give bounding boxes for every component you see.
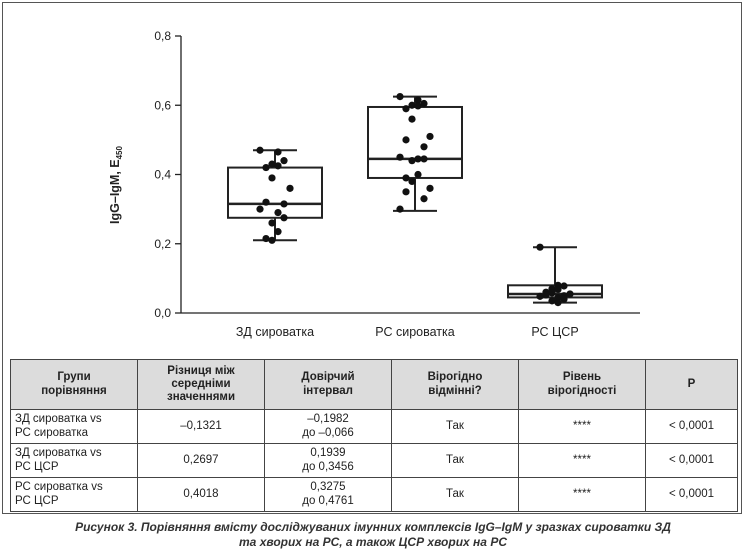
cell-p-value: < 0,0001 bbox=[645, 409, 738, 444]
data-point bbox=[268, 219, 276, 227]
data-point bbox=[262, 234, 270, 243]
cell-p-value: < 0,0001 bbox=[645, 477, 738, 512]
data-point bbox=[420, 99, 428, 108]
header-p-value: P bbox=[645, 359, 738, 410]
data-point bbox=[554, 285, 562, 294]
data-point bbox=[274, 162, 282, 170]
data-point bbox=[420, 195, 428, 203]
y-tick-label: 0,8 bbox=[154, 29, 171, 43]
cell-mean-diff: 0,4018 bbox=[137, 477, 265, 512]
cell-significance-level: **** bbox=[518, 409, 646, 444]
header-mean-diff: Різниця між середніми значеннями bbox=[137, 359, 265, 410]
table-header-row: Групи порівняння Різниця між середніми з… bbox=[10, 359, 738, 410]
table-row: ЗД сироватка vs РС ЦСР 0,2697 0,1939 до … bbox=[10, 443, 738, 478]
y-axis-label: IgG–IgM, E450 bbox=[108, 145, 124, 223]
data-point bbox=[402, 174, 410, 182]
header-significance-level: Рівень вірогідності bbox=[518, 359, 646, 410]
y-tick-label: 0,4 bbox=[154, 168, 171, 182]
data-point bbox=[268, 236, 276, 244]
header-groups: Групи порівняння bbox=[10, 359, 138, 410]
data-point bbox=[420, 155, 428, 163]
data-point bbox=[280, 157, 288, 165]
cell-groups: РС сироватка vs РС ЦСР bbox=[10, 477, 138, 512]
data-point bbox=[268, 160, 276, 168]
box-plot-chart: 0,0 0,2 0,4 0,6 0,8 IgG–IgM, E450 ЗД сироватка… bbox=[108, 29, 640, 339]
cell-confidence-interval: 0,3275 до 0,4761 bbox=[264, 477, 392, 512]
data-point bbox=[560, 282, 568, 290]
data-point bbox=[548, 289, 556, 297]
figure-caption: Рисунок 3. Порівняння вмісту досліджуван… bbox=[75, 520, 671, 549]
data-point bbox=[426, 184, 434, 192]
data-point bbox=[396, 153, 404, 161]
data-point bbox=[402, 105, 410, 113]
data-point bbox=[542, 291, 550, 299]
table-row: ЗД сироватка vs РС сироватка –0,1321 –0,… bbox=[10, 409, 738, 444]
data-point bbox=[280, 214, 288, 222]
cell-significance-level: **** bbox=[518, 443, 646, 478]
y-tick-label: 0,2 bbox=[154, 237, 171, 251]
data-point bbox=[268, 174, 276, 182]
data-point bbox=[408, 157, 416, 165]
data-point bbox=[554, 293, 562, 302]
data-point bbox=[286, 184, 294, 192]
data-point bbox=[414, 155, 422, 163]
cell-p-value: < 0,0001 bbox=[645, 443, 738, 478]
data-point bbox=[262, 198, 270, 206]
cell-significant: Так bbox=[391, 409, 519, 444]
data-point bbox=[274, 148, 282, 156]
data-point bbox=[414, 170, 422, 179]
y-tick-label: 0,0 bbox=[154, 306, 171, 320]
cell-significant: Так bbox=[391, 477, 519, 512]
data-point bbox=[554, 299, 562, 307]
header-confidence-interval: Довірчий інтервал bbox=[264, 359, 392, 410]
cell-mean-diff: –0,1321 bbox=[137, 409, 265, 444]
data-point bbox=[274, 208, 282, 217]
data-point bbox=[414, 102, 422, 110]
data-point bbox=[420, 143, 428, 151]
data-point bbox=[408, 177, 416, 186]
data-point bbox=[280, 200, 288, 208]
data-point bbox=[256, 205, 264, 213]
cell-confidence-interval: 0,1939 до 0,3456 bbox=[264, 443, 392, 478]
cell-confidence-interval: –0,1982 до –0,066 bbox=[264, 409, 392, 444]
data-point bbox=[560, 295, 568, 303]
x-category-label: РС ЦСР bbox=[531, 325, 578, 339]
data-point bbox=[426, 132, 434, 141]
data-point bbox=[262, 163, 270, 172]
data-point bbox=[414, 96, 422, 104]
data-point bbox=[408, 115, 416, 123]
data-point bbox=[548, 297, 556, 305]
table-row: РС сироватка vs РС ЦСР 0,4018 0,3275 до … bbox=[10, 477, 738, 512]
y-tick-label: 0,6 bbox=[154, 98, 171, 112]
x-category-label: РС сироватка bbox=[375, 325, 454, 339]
cell-significance-level: **** bbox=[518, 477, 646, 512]
header-significant: Вірогідно відмінні? bbox=[391, 359, 519, 410]
data-point bbox=[536, 292, 544, 300]
data-point bbox=[402, 188, 410, 196]
data-point bbox=[536, 243, 544, 251]
data-point bbox=[256, 146, 264, 154]
data-point bbox=[408, 101, 416, 109]
cell-mean-diff: 0,2697 bbox=[137, 443, 265, 478]
figure-frame bbox=[2, 2, 742, 514]
data-point bbox=[566, 290, 574, 298]
cell-significant: Так bbox=[391, 443, 519, 478]
data-point bbox=[396, 205, 404, 213]
cell-groups: ЗД сироватка vs РС сироватка bbox=[10, 409, 138, 444]
cell-groups: ЗД сироватка vs РС ЦСР bbox=[10, 443, 138, 478]
comparison-table: Групи порівняння Різниця між середніми з… bbox=[10, 359, 738, 512]
box-iqr bbox=[227, 166, 323, 219]
x-category-label: ЗД сироватка bbox=[236, 325, 314, 339]
data-point bbox=[274, 228, 282, 236]
data-point bbox=[402, 136, 410, 144]
data-point bbox=[396, 92, 404, 101]
